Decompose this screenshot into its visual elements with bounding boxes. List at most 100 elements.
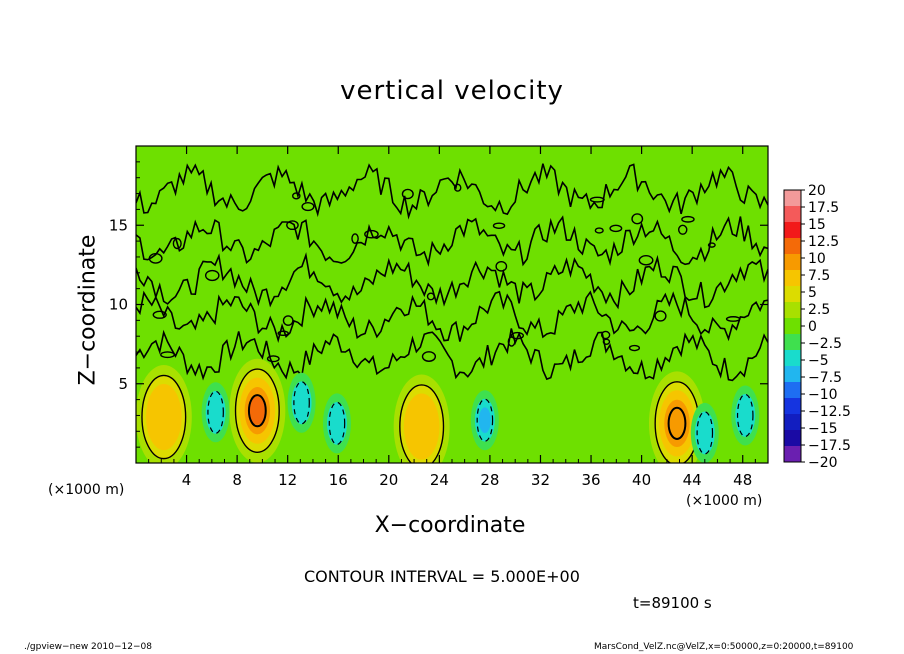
small-contour-loop — [677, 224, 688, 235]
colorbar-swatch — [784, 190, 801, 207]
colorbar-label: 17.5 — [808, 200, 839, 216]
y-axis-label: Z−coordinate — [75, 234, 101, 386]
y-tick-label: 5 — [118, 375, 128, 393]
small-contour-loop — [426, 292, 435, 301]
small-contour-loop — [638, 254, 654, 266]
zero-contour-line — [136, 252, 768, 310]
x-tick-label: 44 — [683, 471, 702, 489]
colorbar-label: 20 — [808, 183, 826, 199]
small-contour-loop — [148, 252, 163, 264]
colorbar-swatch — [784, 254, 801, 271]
colorbar-label: −10 — [808, 387, 838, 403]
small-contour-loop — [401, 188, 414, 200]
small-contour-loop — [600, 330, 611, 340]
x-tick-label: 48 — [733, 471, 752, 489]
x-tick-label: 36 — [581, 471, 600, 489]
small-contour-loop — [421, 351, 437, 362]
small-contour-loop — [602, 338, 611, 345]
small-contour-loop — [631, 213, 644, 225]
small-contour-loop — [282, 315, 294, 326]
small-contour-loop — [510, 331, 525, 340]
colorbar-swatch — [784, 222, 801, 239]
colorbar-swatch — [784, 286, 801, 303]
downdraft-cell — [322, 393, 351, 454]
zero-contour-line — [136, 163, 768, 220]
downdraft-cell — [470, 390, 499, 451]
small-contour-loop — [654, 310, 667, 322]
small-contour-loop — [594, 227, 604, 234]
colorbar-label: −2.5 — [808, 336, 842, 352]
colorbar-swatch — [784, 430, 801, 447]
colorbar-label: 15 — [808, 217, 826, 233]
small-contour-loop — [301, 201, 315, 212]
colorbar-label: −17.5 — [808, 438, 851, 454]
small-contour-loop — [364, 229, 379, 239]
small-contour-loop — [152, 310, 167, 319]
small-contour-loop — [589, 196, 605, 203]
zero-contour-line — [136, 290, 768, 343]
small-contour-loop — [277, 330, 289, 337]
small-contour-loop — [172, 237, 182, 250]
downdraft-cell — [287, 372, 316, 433]
small-contour-loop — [266, 355, 280, 363]
small-contour-loop — [628, 344, 641, 352]
colorbar-swatch — [784, 238, 801, 255]
x-tick-label: 28 — [480, 471, 499, 489]
small-contour-loop — [492, 222, 506, 229]
small-contour-loop — [351, 233, 359, 244]
colorbar-swatch — [784, 446, 801, 463]
x-unit-label-left: (×1000 m) — [48, 482, 125, 498]
y-tick-label: 10 — [109, 296, 128, 314]
colorbar-label: 10 — [808, 251, 826, 267]
x-tick-label: 32 — [531, 471, 550, 489]
small-contour-loop — [707, 242, 716, 248]
x-unit-label-right: (×1000 m) — [686, 493, 763, 509]
colorbar-label: −15 — [808, 421, 838, 437]
zero-contour-line — [136, 215, 768, 268]
downdraft-cell — [690, 402, 719, 463]
colorbar-label: −7.5 — [808, 370, 842, 386]
contour-interval-text: CONTOUR INTERVAL = 5.000E+00 — [304, 567, 580, 586]
chart-title: vertical velocity — [340, 76, 564, 106]
small-contour-loop — [292, 192, 301, 200]
colorbar-label: −5 — [808, 353, 829, 369]
colorbar-label: 2.5 — [808, 302, 830, 318]
updraft-cell — [136, 365, 192, 463]
updraft-cell — [393, 374, 450, 463]
colorbar-label: 7.5 — [808, 268, 830, 284]
small-contour-loop — [681, 215, 695, 223]
colorbar-swatch — [784, 270, 801, 287]
colorbar-label: 0 — [808, 319, 817, 335]
colorbar-swatch — [784, 302, 801, 319]
colorbar-swatch — [784, 414, 801, 431]
colorbar-swatch — [784, 382, 801, 399]
footer-data-source: MarsCond_VelZ.nc@VelZ,x=0:50000,z=0:2000… — [594, 642, 854, 652]
plot-frame — [135, 145, 769, 464]
colorbar-swatch — [784, 366, 801, 383]
small-contour-loop — [286, 220, 299, 231]
colorbar-swatch — [784, 206, 801, 223]
time-stamp-text: t=89100 s — [633, 594, 712, 612]
zero-contour-line — [136, 328, 768, 382]
small-contour-loop — [609, 224, 623, 233]
downdraft-cell — [201, 382, 230, 443]
small-contour-loop — [725, 316, 741, 322]
colorbar-label: 12.5 — [808, 234, 839, 250]
x-axis-label: X−coordinate — [374, 513, 526, 538]
colorbar-swatch — [784, 398, 801, 415]
colorbar-label: 5 — [808, 285, 817, 301]
small-contour-loop — [495, 260, 508, 272]
y-tick-label: 15 — [109, 216, 128, 234]
x-tick-label: 8 — [232, 471, 242, 489]
x-tick-label: 40 — [632, 471, 651, 489]
small-contour-loop — [204, 269, 220, 282]
small-contour-loop — [453, 183, 462, 192]
x-tick-label: 4 — [182, 471, 192, 489]
x-tick-label: 24 — [430, 471, 449, 489]
small-contour-loop — [160, 351, 175, 359]
colorbar-swatch — [784, 350, 801, 367]
x-tick-label: 16 — [329, 471, 348, 489]
footer-program-date: ./gpview−new 2010−12−08 — [24, 642, 152, 652]
downdraft-cell — [731, 385, 760, 446]
